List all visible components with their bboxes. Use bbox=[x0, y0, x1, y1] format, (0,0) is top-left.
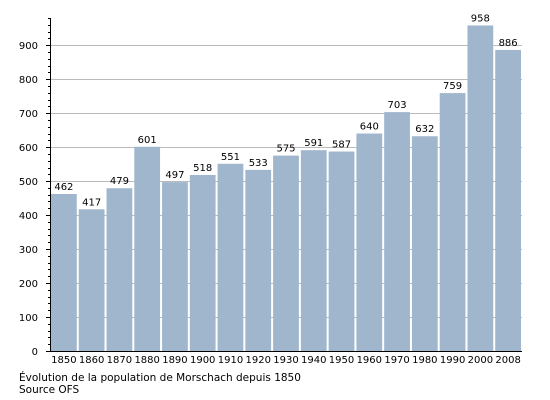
x-tick-labels: 1850 1860 1870 1880 1890 1900 1910 1920 1930 1940… bbox=[51, 355, 521, 366]
bar-2000 bbox=[467, 25, 494, 351]
y-tick-label-300: 300 bbox=[19, 245, 38, 256]
data-label-1910: 551 bbox=[221, 152, 240, 163]
bar-1960 bbox=[356, 133, 383, 351]
x-tick-label-1860: 1860 bbox=[79, 355, 104, 366]
bar-1890 bbox=[162, 182, 188, 351]
data-label-2008: 886 bbox=[499, 38, 518, 49]
x-tick-label-1890: 1890 bbox=[162, 355, 187, 366]
x-tick-label-1930: 1930 bbox=[273, 355, 298, 366]
bar-1880 bbox=[134, 146, 161, 351]
data-label-1920: 533 bbox=[249, 158, 268, 169]
bar-1870 bbox=[106, 188, 133, 351]
y-tick-label-100: 100 bbox=[19, 313, 38, 324]
data-label-1990: 759 bbox=[443, 81, 462, 92]
x-tick-label-1970: 1970 bbox=[384, 355, 409, 366]
bars bbox=[51, 25, 521, 351]
bar-1950 bbox=[328, 151, 355, 351]
data-labels: 462 417 479 601 497 518 551 533 575 591 587 640 703 6… bbox=[54, 13, 517, 208]
data-label-1850: 462 bbox=[54, 182, 73, 193]
x-tick-label-2008: 2008 bbox=[495, 355, 520, 366]
bar-2008 bbox=[495, 49, 521, 351]
bar-1910 bbox=[217, 163, 244, 351]
data-label-1940: 591 bbox=[304, 138, 323, 149]
data-label-1960: 640 bbox=[360, 122, 379, 133]
bar-1940 bbox=[300, 150, 327, 351]
bar-1900 bbox=[189, 174, 216, 351]
bar-1920 bbox=[245, 169, 272, 351]
data-label-1870: 479 bbox=[110, 176, 129, 187]
data-label-1950: 587 bbox=[332, 140, 351, 151]
x-tick-label-1920: 1920 bbox=[246, 355, 271, 366]
y-tick-labels: 0 100 200 300 400 500 600 700 800 900 bbox=[19, 41, 38, 358]
x-tick-label-1940: 1940 bbox=[301, 355, 326, 366]
chart-source: Source OFS bbox=[19, 384, 80, 396]
bar-1930 bbox=[273, 155, 299, 351]
y-tick-label-900: 900 bbox=[19, 41, 38, 52]
data-label-1930: 575 bbox=[276, 144, 295, 155]
x-tick-label-1950: 1950 bbox=[329, 355, 354, 366]
data-label-2000: 958 bbox=[471, 13, 490, 24]
y-tick-label-700: 700 bbox=[19, 109, 38, 120]
x-tick-label-1900: 1900 bbox=[190, 355, 215, 366]
x-tick-label-1910: 1910 bbox=[218, 355, 243, 366]
y-tick-label-600: 600 bbox=[19, 143, 38, 154]
chart-title: Évolution de la population de Morschach … bbox=[19, 372, 301, 384]
bar-1990 bbox=[439, 93, 466, 351]
y-minor-ticks bbox=[48, 18, 50, 345]
x-tick-label-1880: 1880 bbox=[134, 355, 159, 366]
data-label-1970: 703 bbox=[388, 100, 407, 111]
bar-1980 bbox=[411, 136, 438, 351]
data-label-1860: 417 bbox=[82, 197, 101, 208]
y-tick-label-400: 400 bbox=[19, 211, 38, 222]
y-tick-label-800: 800 bbox=[19, 75, 38, 86]
population-bar-chart: 462 417 479 601 497 518 551 533 575 591 587 640 703 6… bbox=[19, 13, 522, 366]
x-tick-label-1980: 1980 bbox=[412, 355, 437, 366]
bar-1860 bbox=[78, 209, 105, 351]
x-tick-label-1850: 1850 bbox=[51, 355, 76, 366]
y-tick-label-500: 500 bbox=[19, 177, 38, 188]
x-tick-label-1870: 1870 bbox=[107, 355, 132, 366]
data-label-1890: 497 bbox=[165, 170, 184, 181]
y-tick-label-0: 0 bbox=[32, 347, 38, 358]
bar-1970 bbox=[384, 112, 410, 351]
x-tick-label-1960: 1960 bbox=[357, 355, 382, 366]
bar-1850 bbox=[51, 194, 77, 351]
y-tick-label-200: 200 bbox=[19, 279, 38, 290]
data-label-1900: 518 bbox=[193, 163, 212, 174]
data-label-1880: 601 bbox=[138, 135, 157, 146]
x-tick-label-2000: 2000 bbox=[468, 355, 493, 366]
data-label-1980: 632 bbox=[415, 124, 434, 135]
x-tick-label-1990: 1990 bbox=[440, 355, 465, 366]
axes bbox=[46, 18, 522, 352]
